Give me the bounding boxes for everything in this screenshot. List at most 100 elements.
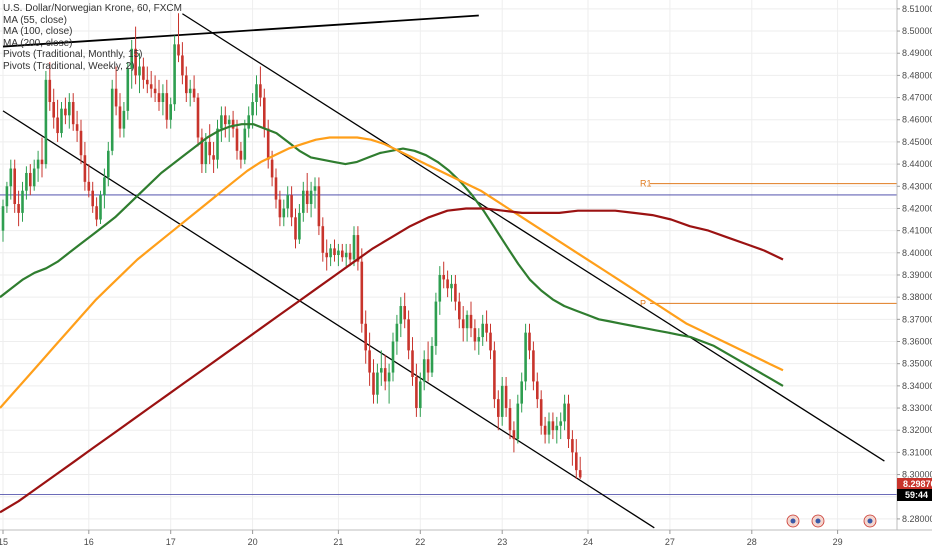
candle-body [407, 319, 410, 351]
time-tick-label: 22 [415, 537, 425, 547]
symbol-title[interactable]: U.S. Dollar/Norwegian Krone, 60, FXCM [3, 3, 182, 14]
candle-body [5, 186, 9, 207]
pivot-label-p: P [640, 298, 646, 308]
candle-body [216, 128, 219, 160]
price-tick-label: 8.44000 [902, 159, 932, 169]
candle-body [52, 102, 55, 118]
candle-body [528, 332, 531, 351]
candle-body [36, 159, 40, 169]
candle-body [419, 381, 422, 409]
time-tick-label: 27 [665, 537, 675, 547]
price-tick-label: 8.48000 [902, 70, 932, 80]
trendline[interactable] [2, 110, 655, 529]
candle-body [309, 190, 313, 205]
candle-body [9, 168, 13, 187]
event-flag-dot [867, 518, 873, 524]
candle-body [481, 323, 484, 338]
candle-body [383, 368, 387, 382]
candle-body [95, 206, 98, 220]
candle-body [477, 337, 481, 342]
candle-body [500, 385, 504, 417]
candle-body [196, 97, 200, 138]
candle-body [317, 186, 321, 227]
trendline[interactable] [182, 13, 885, 462]
candle-body [60, 108, 63, 134]
moving-average-line[interactable] [0, 123, 784, 387]
price-tick-label: 8.33000 [902, 403, 932, 413]
legend-pivots-weekly[interactable]: Pivots (Traditional, Weekly, 2) [3, 60, 135, 72]
candle-body [286, 195, 289, 209]
candle-body [173, 44, 176, 105]
candle-body [298, 212, 301, 240]
candle-body [44, 79, 48, 165]
candle-body [333, 248, 336, 256]
candle-body [40, 159, 44, 165]
moving-average-line[interactable] [0, 207, 784, 514]
price-tick-label: 8.38000 [902, 292, 932, 302]
candle-body [290, 195, 293, 218]
candle-body [551, 421, 555, 431]
candle-body [504, 385, 508, 409]
price-tick-label: 8.30000 [902, 470, 932, 480]
candle-body [122, 110, 126, 129]
candle-body [157, 93, 161, 103]
candle-body [356, 235, 360, 262]
price-tags: 8.29870 59:44 [897, 478, 932, 501]
candle-body [422, 359, 426, 382]
trendline[interactable] [2, 14, 479, 48]
price-tick-label: 8.43000 [902, 181, 932, 191]
candle-body [1, 206, 5, 231]
candle-body [149, 84, 153, 89]
price-tick-label: 8.35000 [902, 359, 932, 369]
legend-pivots-monthly[interactable]: Pivots (Traditional, Monthly, 15) [3, 49, 143, 60]
candle-body [313, 186, 317, 191]
candle-body [270, 159, 274, 178]
candle-body [56, 117, 59, 134]
candle-body [399, 306, 403, 324]
candle-body [567, 403, 570, 440]
candle-body [266, 128, 270, 160]
candle-body [231, 119, 235, 129]
candle-body [305, 190, 309, 205]
candle-body [146, 79, 149, 85]
candle-body [512, 430, 516, 440]
candle-body [21, 190, 24, 213]
candle-body [200, 137, 204, 165]
candle-body [181, 55, 184, 76]
candle-body [391, 341, 395, 373]
candle-body [13, 168, 16, 205]
price-tick-label: 8.34000 [902, 381, 932, 391]
time-tick-label: 20 [248, 537, 258, 547]
candle-body [368, 350, 371, 373]
candle-body [446, 279, 449, 289]
price-tick-label: 8.28000 [902, 514, 932, 524]
candle-body [17, 204, 20, 213]
candle-body [83, 155, 87, 182]
candle-body [497, 399, 500, 417]
candle-body [450, 283, 453, 289]
candle-body [118, 106, 122, 129]
time-tick-label: 21 [333, 537, 343, 547]
price-axis[interactable] [897, 0, 932, 530]
price-tick-label: 8.45000 [902, 137, 932, 147]
candle-body [212, 155, 215, 160]
moving-average-line[interactable] [0, 136, 784, 409]
time-axis[interactable] [0, 530, 932, 550]
legend-ma100[interactable]: MA (100, close) [3, 26, 73, 37]
legend-ma55[interactable]: MA (55, close) [3, 14, 67, 26]
candle-body [91, 190, 94, 207]
candle-body [255, 84, 258, 103]
candle-body [161, 93, 165, 103]
gridlines [0, 0, 897, 530]
candle-body [438, 274, 442, 302]
legend-ma200[interactable]: MA (200, close) [3, 37, 73, 49]
candle-body [571, 439, 574, 453]
candle-body [516, 403, 520, 440]
candle-body [485, 323, 488, 333]
candle-body [473, 328, 477, 342]
candle-body [465, 314, 469, 329]
candle-body [325, 252, 328, 258]
candle-body [48, 79, 52, 103]
economic-events[interactable] [786, 514, 877, 528]
